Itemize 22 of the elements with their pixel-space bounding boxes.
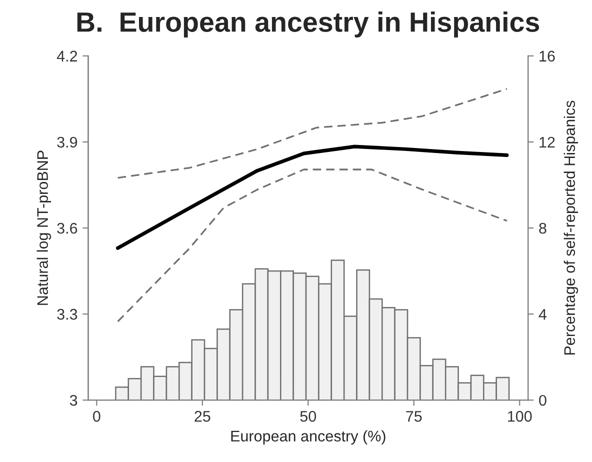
y2-axis-title: Percentage of self-reported Hispanics: [564, 100, 578, 355]
y-tick-label: 3: [70, 394, 78, 406]
line-series: [116, 88, 508, 179]
y2-tick-label: 4: [538, 309, 547, 320]
x-axis-title: European ancestry (%): [231, 430, 386, 445]
y-axis-title: Natural log NT-proBNP: [36, 150, 51, 305]
y2-tick-label: 0: [539, 394, 546, 406]
y2-tick-label: 8: [539, 222, 546, 234]
line-series: [116, 168, 508, 322]
y-tick-label: 3.9: [57, 136, 78, 148]
x-tick-label: 0: [93, 410, 100, 422]
y2-tick-label: 16: [540, 50, 555, 62]
y-tick-label: 4.2: [56, 50, 78, 62]
x-tick-label: 100: [508, 410, 532, 422]
chart-title: B. European ancestry in Hispanics: [77, 12, 540, 38]
x-tick-label: 75: [406, 411, 422, 422]
line-series: [116, 144, 509, 250]
x-tick-label: 25: [194, 410, 210, 422]
x-tick-label: 50: [300, 410, 316, 422]
y-tick-label: 3.3: [57, 308, 78, 320]
y-tick-label: 3.6: [57, 222, 78, 234]
y2-tick-label: 12: [540, 136, 555, 148]
